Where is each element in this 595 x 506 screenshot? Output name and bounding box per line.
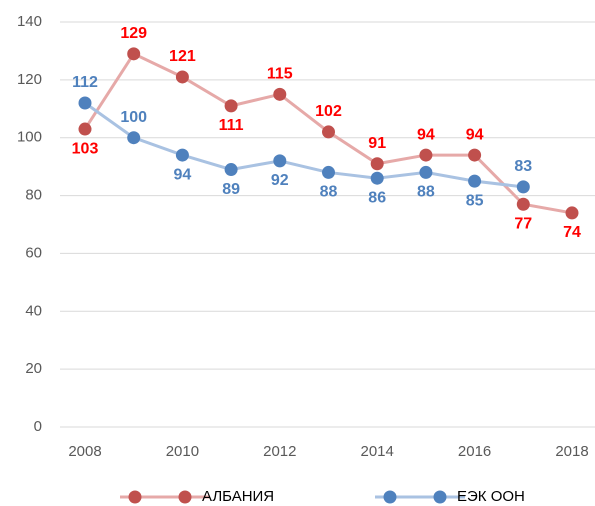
data-point	[565, 206, 579, 220]
x-tick-label: 2014	[361, 443, 394, 460]
data-point	[127, 47, 141, 61]
data-point	[516, 197, 530, 211]
x-tick-label: 2008	[68, 443, 101, 460]
data-point	[175, 70, 189, 84]
data-point	[419, 165, 433, 179]
legend-marker	[178, 490, 192, 504]
y-tick-label: 60	[25, 244, 42, 261]
legend-marker	[128, 490, 142, 504]
data-label: 115	[267, 66, 293, 83]
y-tick-label: 140	[17, 13, 42, 30]
data-label: 83	[514, 158, 532, 175]
data-label: 85	[466, 192, 484, 209]
data-label: 92	[271, 172, 289, 189]
data-label: 94	[466, 126, 484, 143]
data-label: 103	[72, 140, 99, 157]
data-label: 111	[219, 117, 244, 134]
data-label: 121	[169, 48, 196, 65]
data-label: 112	[72, 74, 98, 91]
legend-marker	[383, 490, 397, 504]
data-point	[419, 148, 433, 162]
data-label: 86	[368, 189, 386, 206]
x-tick-label: 2012	[263, 443, 296, 460]
x-tick-label: 2018	[555, 443, 588, 460]
data-label: 88	[320, 184, 338, 201]
data-point	[322, 125, 335, 139]
legend-label: ЕЭК ООН	[457, 488, 525, 505]
data-point	[175, 148, 189, 162]
y-tick-label: 40	[25, 302, 42, 319]
data-point	[468, 174, 482, 188]
data-point	[78, 122, 92, 136]
data-label: 94	[417, 126, 435, 143]
y-tick-label: 20	[25, 360, 42, 377]
data-point	[468, 148, 482, 162]
data-point	[370, 171, 384, 185]
data-point	[322, 165, 335, 179]
legend-marker	[433, 490, 447, 504]
data-label: 94	[174, 166, 192, 183]
data-label: 91	[368, 135, 386, 152]
x-tick-label: 2010	[166, 443, 199, 460]
data-label: 77	[514, 215, 532, 232]
y-tick-label: 100	[17, 129, 42, 146]
data-label: 102	[315, 103, 342, 120]
data-point	[273, 154, 287, 168]
data-point	[370, 157, 384, 171]
data-point	[78, 96, 92, 110]
data-point	[127, 131, 141, 145]
data-point	[224, 163, 238, 177]
series-line	[84, 101, 524, 189]
data-label: 74	[563, 224, 581, 241]
data-label: 89	[222, 181, 240, 198]
y-tick-label: 120	[17, 71, 42, 88]
x-tick-label: 2016	[458, 443, 491, 460]
data-label: 88	[417, 184, 435, 201]
data-point	[224, 99, 238, 113]
data-point	[516, 180, 530, 194]
data-label: 100	[120, 109, 147, 126]
y-tick-label: 0	[34, 418, 42, 435]
legend-label: АЛБАНИЯ	[202, 488, 274, 505]
y-tick-label: 80	[25, 187, 42, 204]
data-point	[273, 87, 287, 101]
data-label: 129	[120, 25, 147, 42]
